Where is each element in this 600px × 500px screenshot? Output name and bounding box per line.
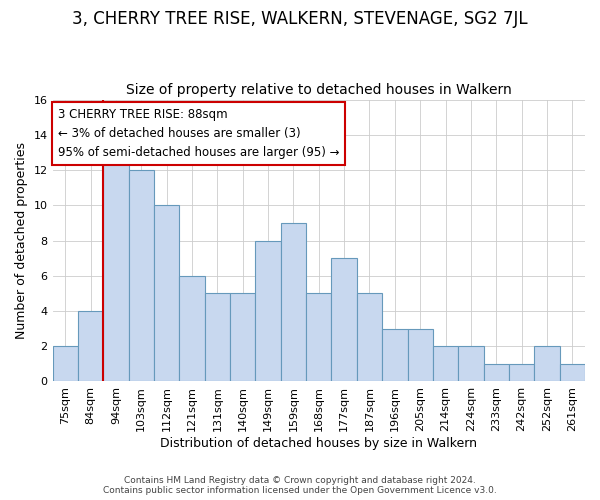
Bar [205, 294, 230, 382]
Bar [509, 364, 534, 382]
Bar [103, 152, 128, 382]
Text: 3, CHERRY TREE RISE, WALKERN, STEVENAGE, SG2 7JL: 3, CHERRY TREE RISE, WALKERN, STEVENAGE,… [72, 10, 528, 28]
Bar [331, 258, 357, 382]
Bar [484, 364, 509, 382]
Bar [78, 311, 103, 382]
Bar [407, 328, 433, 382]
Y-axis label: Number of detached properties: Number of detached properties [15, 142, 28, 339]
Bar [256, 240, 281, 382]
Text: Contains HM Land Registry data © Crown copyright and database right 2024.
Contai: Contains HM Land Registry data © Crown c… [103, 476, 497, 495]
Bar [560, 364, 585, 382]
Text: 3 CHERRY TREE RISE: 88sqm
← 3% of detached houses are smaller (3)
95% of semi-de: 3 CHERRY TREE RISE: 88sqm ← 3% of detach… [58, 108, 340, 159]
Bar [128, 170, 154, 382]
Bar [179, 276, 205, 382]
Bar [281, 223, 306, 382]
Bar [306, 294, 331, 382]
Bar [357, 294, 382, 382]
Bar [53, 346, 78, 382]
Bar [382, 328, 407, 382]
Bar [458, 346, 484, 382]
Bar [154, 206, 179, 382]
X-axis label: Distribution of detached houses by size in Walkern: Distribution of detached houses by size … [160, 437, 477, 450]
Title: Size of property relative to detached houses in Walkern: Size of property relative to detached ho… [126, 83, 512, 97]
Bar [230, 294, 256, 382]
Bar [433, 346, 458, 382]
Bar [534, 346, 560, 382]
